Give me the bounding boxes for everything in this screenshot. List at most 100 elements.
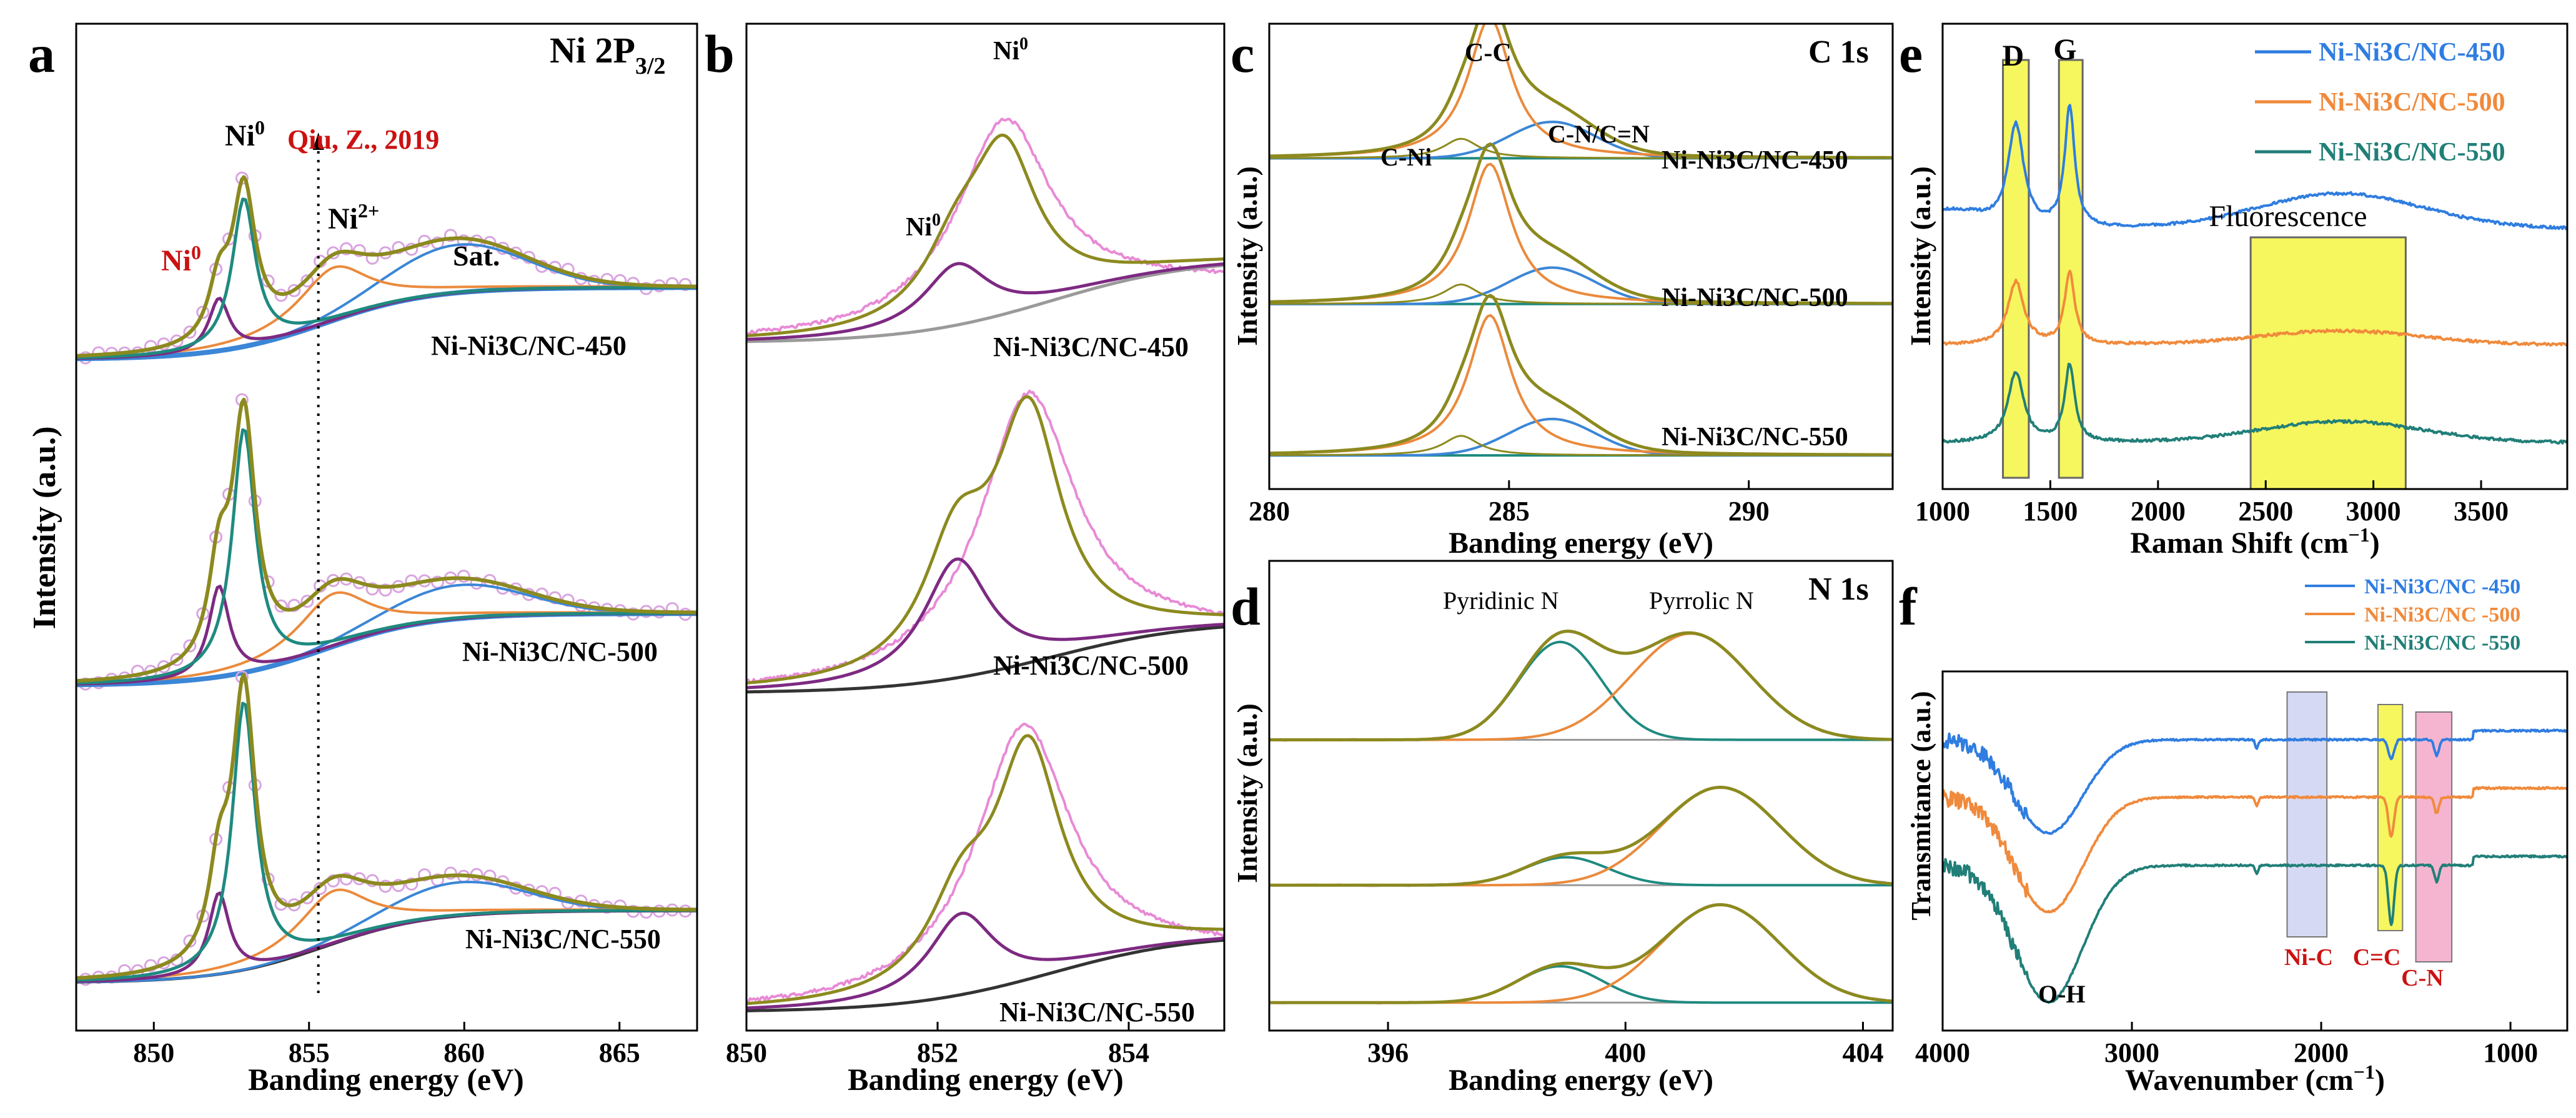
panel-a: a 850 855 860 865 Ni 2P3/2 Qiu, Z., 2019 Ni…	[27, 22, 698, 1097]
x-tick-label: 860	[443, 1037, 485, 1068]
panel-b-curves	[746, 117, 1224, 1012]
raw-data-point	[365, 582, 379, 596]
x-tick-label: 3500	[2454, 496, 2509, 527]
ni0-main-peak	[76, 428, 697, 685]
panel-d-xticks: 396 400 404	[1367, 1022, 1883, 1068]
x-tick-label: 852	[917, 1037, 958, 1068]
panel-d-curves	[1269, 630, 1893, 1005]
envelope-fit	[1269, 142, 1893, 305]
ni0-sub-peak	[746, 911, 1224, 1010]
x-tick-label: 1000	[1915, 496, 1970, 527]
sample-label-a-500: Ni-Ni3C/NC-500	[462, 636, 658, 667]
envelope-fit	[746, 395, 1224, 685]
raw-data-point	[131, 665, 144, 678]
raw-data-point	[274, 599, 288, 613]
raman-series	[1943, 104, 2567, 230]
x-tick-label: 280	[1249, 496, 1290, 527]
panel-letter-e: e	[1899, 24, 1923, 84]
panel-e-bands	[2002, 59, 2407, 490]
panel-letter-b: b	[705, 24, 735, 84]
panel-c-xlabel: Banding energy (eV)	[1449, 527, 1713, 560]
ftir-series	[1943, 786, 2567, 914]
raw-spectrum	[1269, 631, 1893, 743]
envelope-fit	[1269, 903, 1893, 1004]
x-tick-label: 1500	[2023, 496, 2078, 527]
raman-band-0	[2002, 59, 2030, 479]
satellite-peak	[76, 881, 697, 984]
sample-label-b-450: Ni-Ni3C/NC-450	[993, 332, 1189, 362]
panel-letter-a: a	[28, 24, 55, 84]
panel-e-curves	[1943, 104, 2567, 445]
panel-c: c 280 285 290 C 1s C-C C-Ni C-N/C=N Ni-Ni3…	[1231, 22, 1894, 560]
raw-data-point	[196, 305, 210, 319]
cc-peak	[1269, 162, 1893, 305]
panel-a-title: Ni 2P3/2	[550, 30, 666, 79]
ni0-label-top: Ni0	[225, 116, 265, 152]
x-tick-label: 290	[1728, 496, 1770, 527]
reference-label: Qiu, Z., 2019	[287, 124, 439, 155]
band-label-cn: C-N	[2401, 965, 2444, 991]
sat-label: Sat.	[453, 240, 500, 272]
band-label-nic: Ni-C	[2284, 944, 2333, 971]
sample-label-b-500: Ni-Ni3C/NC-500	[993, 650, 1189, 681]
band-label-fluorescence: Fluorescence	[2209, 200, 2367, 233]
panel-f-xticks: 4000 3000 2000 1000	[1915, 1022, 2538, 1068]
legend-e-label-450: Ni-Ni3C/NC-450	[2319, 38, 2505, 67]
panel-d-frame	[1268, 560, 1894, 1032]
x-tick-label: 3000	[2346, 496, 2401, 527]
raw-data-point	[443, 229, 457, 242]
raw-data-point	[170, 653, 184, 666]
raman-series	[1943, 269, 2567, 347]
raw-data-point	[365, 251, 379, 265]
panel-f: f 4000 3000 2000 1000 Ni-Ni3C/NC -450 Ni-Ni…	[1899, 575, 2569, 1097]
legend-e-label-550: Ni-Ni3C/NC-550	[2319, 138, 2505, 167]
x-tick-label: 400	[1605, 1037, 1646, 1068]
x-tick-label: 854	[1108, 1037, 1149, 1068]
raw-spectrum	[746, 389, 1224, 684]
ftir-series	[1943, 728, 2567, 835]
raw-spectrum	[746, 723, 1224, 1003]
legend-f: Ni-Ni3C/NC -450 Ni-Ni3C/NC -500 Ni-Ni3C/…	[2305, 575, 2520, 655]
raw-data-point	[443, 866, 457, 880]
panel-a-frame	[75, 22, 698, 1032]
panel-e-frame	[1941, 22, 2569, 490]
panel-b-frame	[745, 22, 1226, 1032]
raw-data-point	[379, 879, 392, 893]
raw-spectrum	[1269, 903, 1893, 1005]
ftir-band-2	[2415, 711, 2453, 962]
envelope-fit	[746, 734, 1224, 1006]
panel-d: d 396 400 404 N 1s Pyridinic N Pyrrolic N …	[1231, 560, 1894, 1097]
envelope-fit	[746, 133, 1224, 337]
band-label-g: G	[2053, 33, 2076, 66]
ftir-band-1	[2377, 704, 2404, 931]
raw-data-point	[300, 595, 314, 608]
legend-f-label-550: Ni-Ni3C/NC -550	[2364, 631, 2520, 655]
panel-c-xticks: 280 285 290	[1249, 480, 1770, 527]
ni0-label-left: Ni0	[161, 241, 201, 277]
legend-f-label-500: Ni-Ni3C/NC -500	[2364, 603, 2520, 626]
envelope-fit	[1269, 630, 1893, 741]
cn-label: C-N/C=N	[1548, 120, 1650, 148]
panel-a-xlabel: Banding energy (eV)	[248, 1062, 524, 1097]
reference-arrow	[312, 132, 324, 150]
background-line	[746, 625, 1224, 694]
panel-letter-f: f	[1899, 576, 1918, 636]
pyridinic-label: Pyridinic N	[1443, 586, 1559, 615]
x-tick-label: 865	[599, 1037, 640, 1068]
ni0-label-b-main: Ni0	[993, 34, 1028, 66]
ni0-main-peak	[76, 197, 697, 360]
x-tick-label: 1000	[2483, 1037, 2538, 1068]
panel-f-bands	[2286, 691, 2453, 962]
raman-series	[1943, 362, 2567, 445]
x-tick-label: 285	[1489, 496, 1530, 527]
ni2-label: Ni2+	[328, 199, 379, 235]
band-label-cc: C=C	[2353, 944, 2401, 971]
raw-data-point	[183, 639, 197, 653]
envelope-fit	[76, 673, 697, 980]
pyrrolic-peak	[1269, 786, 1893, 887]
panel-d-xlabel: Banding energy (eV)	[1449, 1064, 1713, 1097]
envelope-fit	[1269, 786, 1893, 887]
cni-label: C-Ni	[1380, 143, 1432, 171]
legend-f-label-450: Ni-Ni3C/NC -450	[2364, 575, 2520, 598]
legend-e-label-500: Ni-Ni3C/NC-500	[2319, 88, 2505, 117]
